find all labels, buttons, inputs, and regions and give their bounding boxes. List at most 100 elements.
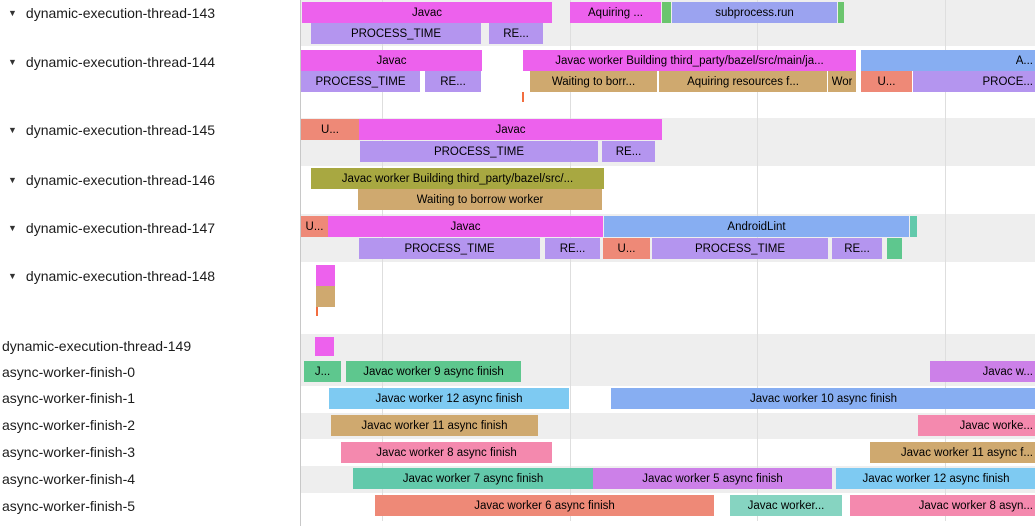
- slice-label: J...: [314, 365, 331, 378]
- trace-slice[interactable]: [316, 286, 335, 307]
- trace-slice[interactable]: U...: [603, 238, 650, 259]
- slice-label: PROCE...: [982, 75, 1033, 88]
- trace-slice[interactable]: Javac worker...: [730, 495, 842, 516]
- trace-slice[interactable]: U...: [301, 119, 359, 140]
- trace-slice[interactable]: [887, 238, 902, 259]
- trace-slice[interactable]: Aquiring ...: [570, 2, 661, 23]
- trace-slice[interactable]: PROCESS_TIME: [359, 238, 540, 259]
- trace-slice[interactable]: Javac worker 8 async finish: [341, 442, 552, 463]
- track-header-async-worker-finish-0[interactable]: async-worker-finish-0: [0, 359, 300, 385]
- trace-slice[interactable]: PROCESS_TIME: [652, 238, 828, 259]
- trace-slice[interactable]: Javac worker 7 async finish: [353, 468, 593, 489]
- trace-slice[interactable]: Aquiring resources f...: [659, 71, 827, 92]
- trace-slice[interactable]: [316, 265, 335, 286]
- trace-slice[interactable]: Waiting to borrow worker: [358, 189, 602, 210]
- trace-slice[interactable]: Javac worke...: [918, 415, 1035, 436]
- trace-slice[interactable]: A...: [861, 50, 1035, 71]
- trace-slice[interactable]: Javac worker Building third_party/bazel/…: [523, 50, 856, 71]
- trace-slice[interactable]: Javac: [328, 216, 603, 237]
- expander-icon[interactable]: ▼: [8, 175, 17, 185]
- track-dynamic-execution-thread-148: [301, 262, 1035, 334]
- slice-label: U...: [877, 75, 896, 88]
- track-name: dynamic-execution-thread-145: [25, 122, 216, 138]
- trace-slice[interactable]: PROCESS_TIME: [311, 23, 481, 44]
- trace-slice[interactable]: Javac: [302, 2, 552, 23]
- track-name: dynamic-execution-thread-144: [25, 54, 216, 70]
- slice-label: Javac worker 8 async finish: [376, 446, 517, 459]
- trace-slice[interactable]: AndroidLint: [604, 216, 909, 237]
- track-header-async-worker-finish-3[interactable]: async-worker-finish-3: [0, 439, 300, 465]
- track-name: async-worker-finish-2: [2, 417, 136, 433]
- trace-slice[interactable]: [316, 307, 318, 316]
- trace-slice[interactable]: Javac worker 8 asyn...: [850, 495, 1035, 516]
- trace-slice[interactable]: Javac worker 9 async finish: [346, 361, 521, 382]
- track-header-dynamic-execution-thread-145[interactable]: ▼ dynamic-execution-thread-145: [0, 117, 300, 143]
- track-header-async-worker-finish-5[interactable]: async-worker-finish-5: [0, 493, 300, 519]
- slice-label: Javac: [450, 220, 481, 233]
- expander-icon[interactable]: ▼: [8, 223, 17, 233]
- trace-slice[interactable]: RE...: [489, 23, 543, 44]
- trace-slice[interactable]: J...: [304, 361, 341, 382]
- trace-slice[interactable]: RE...: [602, 141, 655, 162]
- trace-slice[interactable]: Waiting to borr...: [530, 71, 657, 92]
- trace-slice[interactable]: RE...: [545, 238, 600, 259]
- track-header-dynamic-execution-thread-144[interactable]: ▼ dynamic-execution-thread-144: [0, 49, 300, 75]
- trace-slice[interactable]: Javac worker 6 async finish: [375, 495, 714, 516]
- trace-slice[interactable]: [838, 2, 844, 23]
- trace-slice[interactable]: Javac: [301, 50, 482, 71]
- slice-label: A...: [1015, 54, 1033, 67]
- trace-slice[interactable]: Javac: [359, 119, 662, 140]
- slice-label: Aquiring ...: [588, 6, 643, 19]
- slice-label: Javac: [376, 54, 407, 67]
- trace-slice[interactable]: RE...: [425, 71, 481, 92]
- track-header-dynamic-execution-thread-146[interactable]: ▼ dynamic-execution-thread-146: [0, 167, 300, 193]
- expander-icon[interactable]: ▼: [8, 8, 17, 18]
- trace-slice[interactable]: Javac w...: [930, 361, 1035, 382]
- slice-label: Waiting to borr...: [551, 75, 636, 88]
- slice-label: Javac worker 7 async finish: [402, 472, 544, 485]
- trace-slice[interactable]: [910, 216, 917, 237]
- track-header-async-worker-finish-1[interactable]: async-worker-finish-1: [0, 385, 300, 411]
- trace-slice[interactable]: Javac worker 5 async finish: [593, 468, 832, 489]
- trace-slice[interactable]: RE...: [832, 238, 882, 259]
- slice-label: Javac worke...: [959, 419, 1034, 432]
- slice-label: AndroidLint: [727, 220, 786, 233]
- track-name-panel: ▼ dynamic-execution-thread-143 ▼ dynamic-ex…: [0, 0, 301, 526]
- slice-label: RE...: [440, 75, 466, 88]
- trace-slice[interactable]: PROCESS_TIME: [360, 141, 598, 162]
- trace-slice[interactable]: [315, 337, 334, 356]
- track-name: async-worker-finish-1: [2, 390, 136, 406]
- track-dynamic-execution-thread-149: [301, 334, 1035, 360]
- slice-label: U...: [321, 123, 339, 136]
- trace-slice[interactable]: PROCESS_TIME: [301, 71, 420, 92]
- slice-label: Javac worker Building third_party/bazel/…: [341, 172, 574, 185]
- trace-slice[interactable]: Javac worker 10 async finish: [611, 388, 1035, 409]
- trace-slice[interactable]: Javac worker 12 async finish: [329, 388, 569, 409]
- slice-label: Javac worker 10 async finish: [749, 392, 897, 405]
- trace-slice[interactable]: [522, 92, 524, 102]
- trace-slice[interactable]: Wor: [828, 71, 856, 92]
- track-header-async-worker-finish-2[interactable]: async-worker-finish-2: [0, 412, 300, 438]
- trace-slice[interactable]: PROCE...: [913, 71, 1035, 92]
- trace-slice[interactable]: Javac worker Building third_party/bazel/…: [311, 168, 604, 189]
- expander-icon[interactable]: ▼: [8, 271, 17, 281]
- track-header-dynamic-execution-thread-147[interactable]: ▼ dynamic-execution-thread-147: [0, 215, 300, 241]
- trace-slice[interactable]: Javac worker 11 async finish: [331, 415, 538, 436]
- track-header-dynamic-execution-thread-143[interactable]: ▼ dynamic-execution-thread-143: [0, 0, 300, 26]
- track-header-dynamic-execution-thread-148[interactable]: ▼ dynamic-execution-thread-148: [0, 263, 300, 289]
- gridline: [570, 0, 571, 521]
- trace-slice[interactable]: Javac worker 11 async f...: [870, 442, 1035, 463]
- slice-label: Javac: [411, 6, 443, 19]
- trace-slice[interactable]: U...: [861, 71, 912, 92]
- trace-slice[interactable]: subprocess.run: [672, 2, 837, 23]
- slice-label: Javac worker 8 asyn...: [918, 499, 1033, 512]
- trace-slice[interactable]: [662, 2, 671, 23]
- slice-label: U...: [617, 242, 636, 255]
- track-name: async-worker-finish-4: [2, 471, 136, 487]
- trace-slice[interactable]: Javac worker 12 async finish: [836, 468, 1035, 489]
- expander-icon[interactable]: ▼: [8, 125, 17, 135]
- expander-icon[interactable]: ▼: [8, 57, 17, 67]
- trace-slice[interactable]: U...: [301, 216, 328, 237]
- track-header-async-worker-finish-4[interactable]: async-worker-finish-4: [0, 466, 300, 492]
- track-header-dynamic-execution-thread-149[interactable]: dynamic-execution-thread-149: [0, 333, 300, 359]
